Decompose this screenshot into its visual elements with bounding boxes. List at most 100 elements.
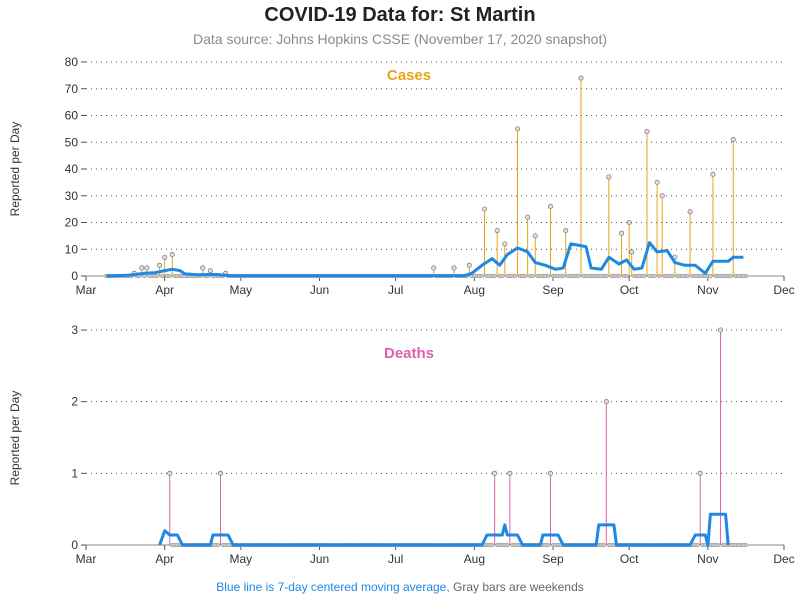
zero-marker [715,542,721,548]
bar-point [466,262,472,268]
zero-marker [576,273,581,279]
bar-point [169,252,175,258]
y-tick-label: 60 [65,109,79,123]
y-tick-label: 40 [65,162,79,176]
zero-marker [545,542,551,548]
zero-marker [160,273,165,279]
bar-point [619,230,625,236]
bar-point [507,470,513,476]
bar-point [659,193,665,199]
x-tick-label: Apr [155,283,174,297]
bar-point [162,254,168,260]
zero-marker [479,273,485,279]
bar-point [697,470,703,476]
y-tick-label: 50 [65,135,79,149]
moving-average-line [158,512,730,547]
x-tick-label: Dec [773,552,794,566]
bar-point [139,265,145,271]
chart-footer: Blue line is 7-day centered moving avera… [0,580,800,594]
zero-marker [604,273,609,279]
x-tick-label: Jul [388,552,403,566]
bar-point [492,470,498,476]
x-tick-label: Oct [620,283,639,297]
zero-marker [490,542,495,548]
x-tick-label: Nov [697,552,718,566]
bar-point [494,227,500,234]
bar-point [502,241,508,247]
x-tick-label: Sep [542,552,564,566]
zero-marker [642,273,647,279]
x-tick-label: Jul [388,283,403,297]
x-tick-label: Jun [310,552,329,566]
bar-point [144,265,150,271]
zero-marker [657,273,662,279]
page-title: COVID-19 Data for: St Martin [264,4,536,26]
y-tick-label: 70 [65,82,79,96]
zero-marker [561,273,566,279]
zero-marker [685,273,690,279]
bar-point [730,137,736,143]
bar-point [710,171,716,177]
zero-marker [512,273,518,279]
footer-moving-average-note: Blue line is 7-day centered moving avera… [216,580,450,594]
cases-chart: 0 10 20 30 40 50 60 70 80 Mar Apr May Jun Jul Aug Sep Oc… [65,55,795,297]
zero-marker [624,273,629,279]
x-tick-label: May [229,552,252,566]
moving-average-line [106,241,744,278]
zero-marker [728,273,733,279]
y-tick-label: 1 [71,466,78,480]
x-tick-label: Aug [464,552,485,566]
bar-point [644,129,650,135]
x-tick-label: May [229,283,252,297]
bar-point [629,249,635,255]
bar-point [603,399,609,405]
zero-marker [500,273,505,279]
zero-marker [601,542,606,548]
x-tick-label: Mar [76,552,97,566]
y-tick-label: 3 [71,323,78,337]
x-tick-label: Nov [697,283,718,297]
y-tick-label: 20 [65,216,79,230]
zero-marker [492,273,497,279]
bar-point [547,470,554,476]
zero-marker [523,273,528,279]
y-tick-label: 0 [71,269,78,283]
bar-point [525,214,531,220]
bar-point [217,470,224,476]
bar-point [717,327,724,333]
zero-marker [695,542,700,548]
zero-marker [743,542,749,548]
bar-point [563,227,569,234]
bar-point [481,206,488,212]
x-tick-label: Mar [76,283,97,297]
panel-title: Deaths [384,345,434,362]
zero-marker [530,273,535,279]
zero-marker [154,273,160,279]
x-tick-label: Oct [620,552,639,566]
zero-marker [616,273,622,279]
y-tick-label: 80 [65,55,79,69]
zero-marker [167,273,172,279]
zero-marker [215,542,221,548]
zero-marker [708,273,713,279]
bar-point [451,265,457,271]
bar-point [654,179,660,185]
bar-point [167,470,173,476]
x-tick-label: Aug [464,283,485,297]
x-tick-label: Apr [155,552,174,566]
bar-point [207,268,213,274]
bar-point [532,233,538,239]
y-tick-label: 0 [71,538,78,552]
panel-title: Cases [387,67,431,84]
zero-marker [670,273,675,279]
y-tick-label: 10 [65,242,79,256]
footer-weekend-note: Gray bars are weekends [453,580,584,594]
bar-point [687,209,693,215]
bar-point [578,75,584,81]
page-subtitle: Data source: Johns Hopkins CSSE (Novembe… [193,31,607,47]
x-tick-label: Dec [773,283,794,297]
bar-point [431,265,437,271]
zero-marker [652,273,657,279]
zero-marker [545,273,551,279]
